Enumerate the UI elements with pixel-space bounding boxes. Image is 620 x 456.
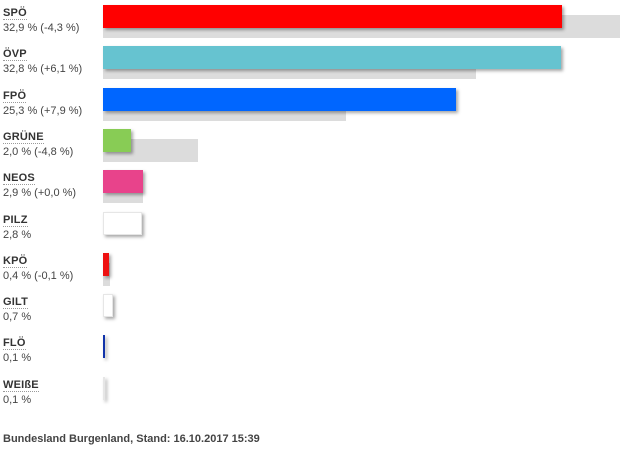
- party-name[interactable]: WEIßE: [3, 379, 39, 392]
- current-result-bar: [103, 212, 143, 235]
- party-result-label: 2,9 % (+0,0 %): [3, 187, 77, 199]
- chart-footer: Bundesland Burgenland, Stand: 16.10.2017…: [3, 433, 260, 445]
- party-row: GRÜNE 2,0 % (-4,8 %): [0, 129, 620, 167]
- party-name[interactable]: FLÖ: [3, 337, 26, 350]
- party-name[interactable]: GRÜNE: [3, 131, 44, 144]
- party-name[interactable]: GILT: [3, 296, 29, 309]
- party-result-label: 0,1 %: [3, 394, 32, 406]
- party-name[interactable]: SPÖ: [3, 7, 27, 20]
- party-row: ÖVP 32,8 % (+6,1 %): [0, 46, 620, 84]
- current-result-bar: [103, 377, 105, 400]
- party-result-label: 2,8 %: [3, 229, 32, 241]
- party-result-label: 0,4 % (-0,1 %): [3, 270, 74, 282]
- party-row: WEIßE 0,1 %: [0, 377, 620, 415]
- party-name[interactable]: NEOS: [3, 172, 35, 185]
- party-name[interactable]: FPÖ: [3, 90, 27, 103]
- current-result-bar: [103, 335, 105, 358]
- party-row: KPÖ 0,4 % (-0,1 %): [0, 253, 620, 291]
- party-name[interactable]: ÖVP: [3, 48, 27, 61]
- election-results-chart: SPÖ 32,9 % (-4,3 %) ÖVP 32,8 % (+6,1 %) FPÖ 2…: [0, 5, 620, 415]
- party-name[interactable]: KPÖ: [3, 255, 28, 268]
- party-result-label: 2,0 % (-4,8 %): [3, 146, 74, 158]
- party-row: FLÖ 0,1 %: [0, 335, 620, 373]
- current-result-bar: [103, 170, 144, 193]
- party-name[interactable]: PILZ: [3, 214, 28, 227]
- party-result-label: 25,3 % (+7,9 %): [3, 105, 83, 117]
- party-result-label: 32,9 % (-4,3 %): [3, 22, 80, 34]
- current-result-bar: [103, 5, 562, 28]
- party-row: NEOS 2,9 % (+0,0 %): [0, 170, 620, 208]
- current-result-bar: [103, 253, 109, 276]
- current-result-bar: [103, 294, 113, 317]
- current-result-bar: [103, 46, 561, 69]
- party-row: GILT 0,7 %: [0, 294, 620, 332]
- current-result-bar: [103, 88, 456, 111]
- party-row: SPÖ 32,9 % (-4,3 %): [0, 5, 620, 43]
- party-result-label: 0,7 %: [3, 311, 32, 323]
- party-result-label: 32,8 % (+6,1 %): [3, 63, 83, 75]
- party-result-label: 0,1 %: [3, 352, 32, 364]
- party-row: FPÖ 25,3 % (+7,9 %): [0, 88, 620, 126]
- party-row: PILZ 2,8 %: [0, 212, 620, 250]
- current-result-bar: [103, 129, 131, 152]
